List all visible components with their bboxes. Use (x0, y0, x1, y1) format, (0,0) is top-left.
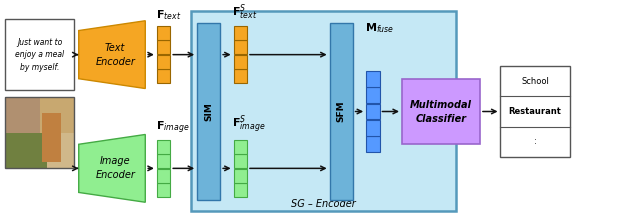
Bar (366, 104, 380, 119)
Bar (157, 154, 170, 168)
Bar (234, 154, 247, 168)
Text: SG – Encoder: SG – Encoder (291, 199, 356, 209)
Bar (157, 169, 170, 182)
Text: School: School (521, 76, 549, 86)
Text: SFM: SFM (337, 101, 346, 122)
Bar (157, 69, 170, 83)
Text: Just want to
enjoy a meal
by myself.: Just want to enjoy a meal by myself. (15, 38, 64, 72)
Bar (5, 97, 74, 168)
Bar (234, 169, 247, 182)
Bar (5, 97, 74, 168)
Bar (402, 79, 480, 144)
Bar (157, 183, 170, 197)
Bar (500, 66, 570, 157)
Bar (366, 87, 380, 103)
Bar (157, 26, 170, 40)
Bar (234, 69, 247, 83)
Text: $\mathbf{F}^{S}_{\mathit{text}}$: $\mathbf{F}^{S}_{\mathit{text}}$ (232, 3, 258, 22)
Bar (5, 19, 74, 90)
Text: Restaurant: Restaurant (509, 107, 561, 116)
Bar (366, 120, 380, 136)
Polygon shape (79, 21, 145, 89)
Bar (366, 136, 380, 152)
Bar (234, 41, 247, 54)
Bar (157, 140, 170, 153)
Bar (40, 97, 74, 133)
Text: $\mathbf{M}_{\mathit{fuse}}$: $\mathbf{M}_{\mathit{fuse}}$ (365, 21, 394, 35)
Text: $\mathbf{F}_{\mathit{image}}$: $\mathbf{F}_{\mathit{image}}$ (156, 120, 189, 136)
Text: SIM: SIM (204, 102, 213, 121)
Bar (5, 133, 47, 168)
Bar (366, 71, 380, 87)
Bar (157, 55, 170, 69)
Text: :: : (534, 137, 536, 147)
Text: $\mathbf{F}^{S}_{\mathit{image}}$: $\mathbf{F}^{S}_{\mathit{image}}$ (232, 114, 266, 136)
Bar (42, 113, 61, 162)
Bar (234, 26, 247, 40)
Bar (234, 55, 247, 69)
Text: Text
Encoder: Text Encoder (95, 43, 135, 67)
Bar (330, 23, 353, 200)
Bar (47, 133, 74, 168)
Bar (197, 23, 220, 200)
Bar (234, 183, 247, 197)
Polygon shape (79, 134, 145, 202)
Bar (234, 140, 247, 153)
Bar (191, 11, 456, 211)
Text: $\mathbf{F}_{\mathit{text}}$: $\mathbf{F}_{\mathit{text}}$ (156, 8, 182, 22)
Text: Multimodal
Classifier: Multimodal Classifier (410, 99, 472, 124)
Bar (5, 97, 40, 133)
Text: Image
Encoder: Image Encoder (95, 156, 135, 180)
Bar (157, 41, 170, 54)
